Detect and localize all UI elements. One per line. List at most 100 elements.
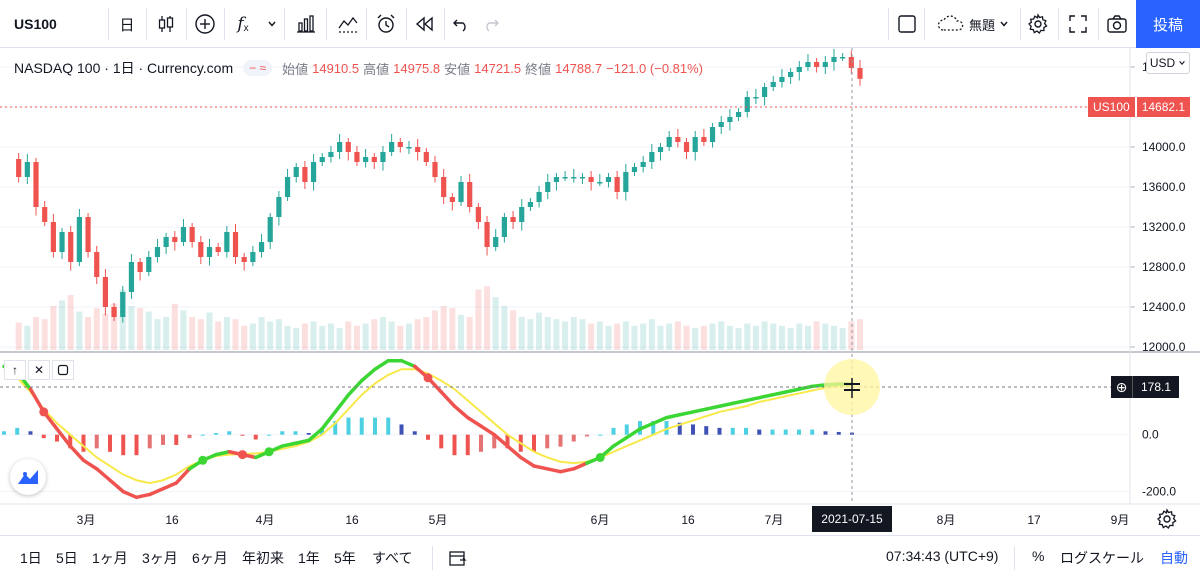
alert-button[interactable] (366, 6, 406, 42)
price-axis[interactable]: 14800.014400.014000.013600.013200.012800… (1130, 60, 1186, 499)
range-1y[interactable]: 1年 (298, 550, 320, 566)
market-status-pill[interactable]: − ≈ (243, 60, 273, 76)
chart-settings-gear-icon[interactable] (1156, 508, 1178, 530)
volume-bar (76, 311, 83, 350)
macd-histogram-bar (28, 431, 33, 435)
crossover-dot (198, 455, 208, 465)
candle-body (68, 232, 74, 262)
time-tick-label: 16 (345, 513, 359, 527)
macd-histogram-bar (399, 424, 404, 435)
macd-line-segment (134, 492, 152, 500)
range-5y[interactable]: 5年 (334, 550, 356, 566)
templates-button[interactable] (328, 6, 368, 42)
undo-button[interactable] (446, 6, 476, 42)
status-dash-icon: − (249, 61, 257, 75)
indicators-dropdown-chevron[interactable] (262, 6, 282, 42)
price-tag-symbol: US100 (1088, 97, 1135, 117)
macd-line-segment (784, 387, 801, 394)
volume-bar (353, 325, 360, 350)
volume-bar (570, 317, 577, 350)
candle-body (571, 177, 577, 179)
macd-line-segment (532, 464, 549, 471)
replay-button[interactable] (406, 6, 444, 42)
undo-icon (453, 19, 466, 32)
layout-menu[interactable]: 無題 (928, 6, 1018, 42)
range-1m[interactable]: 1ヶ月 (92, 550, 128, 566)
volume-bar (128, 306, 135, 350)
settings-button[interactable] (1020, 6, 1056, 42)
clock-time[interactable]: 07:34:43 (UTC+9) (886, 548, 999, 564)
candle-body (59, 232, 65, 252)
interval-button[interactable]: 日 (119, 16, 135, 34)
move-pane-up-button[interactable]: ↑ (4, 360, 26, 380)
symbol-title[interactable]: NASDAQ 100 · 1日 · Currency.com (14, 60, 234, 76)
candle-body (779, 77, 785, 82)
change-value: −121.0 (−0.81%) (606, 60, 704, 76)
range-all[interactable]: すべて (372, 550, 413, 566)
time-axis[interactable]: 3月 16 4月 16 5月 6月 16 7月 8月 17 9月 (77, 513, 1130, 527)
currency-selector[interactable]: USD (1146, 52, 1190, 74)
candle-body (657, 147, 664, 152)
range-6m[interactable]: 6ヶ月 (192, 550, 228, 566)
symbol-search[interactable]: US100 (14, 16, 57, 32)
range-3m[interactable]: 3ヶ月 (142, 550, 178, 566)
percent-toggle[interactable]: % (1032, 548, 1045, 564)
volume-bar (857, 319, 863, 350)
macd-histogram-bar (373, 417, 377, 435)
add-alert-plus-icon[interactable]: ⊕ (1111, 376, 1133, 398)
candle-body (432, 162, 438, 177)
pane-controls: ↑ ✕ (4, 360, 74, 380)
macd-histogram-bar (412, 431, 417, 435)
financials-button[interactable] (286, 6, 326, 42)
volume-bar (102, 313, 109, 350)
maximize-pane-button[interactable] (52, 360, 74, 380)
macd-line-segment (492, 432, 510, 448)
bottom-toolbar: 1日 5日 1ヶ月 3ヶ月 6ヶ月 年初来 1年 5年 すべて 07:34:43… (0, 535, 1200, 580)
toolbar-divider (146, 8, 147, 40)
auto-scale-toggle[interactable]: 自動 (1160, 550, 1188, 566)
tradingview-logo-button[interactable] (10, 459, 46, 495)
candle-body (631, 167, 638, 172)
candle-style-button[interactable] (146, 6, 186, 42)
volume-bar (709, 323, 716, 350)
volume-bar (536, 312, 543, 350)
price-tick-label: 12000.0 (1142, 340, 1186, 354)
range-ytd[interactable]: 年初来 (242, 550, 284, 566)
macd-histogram-bar (68, 434, 73, 449)
candle-body (467, 182, 473, 207)
range-5d[interactable]: 5日 (56, 550, 78, 566)
fullscreen-button[interactable] (1060, 6, 1096, 42)
macd-line-segment (108, 478, 125, 494)
compare-button[interactable] (186, 6, 224, 42)
volume-bar (249, 323, 256, 350)
macd-line-segment (505, 444, 523, 460)
candle-body (475, 207, 481, 222)
volume-bar (440, 306, 447, 350)
publish-button[interactable]: 投稿 (1136, 0, 1200, 48)
log-scale-toggle[interactable]: ログスケール (1060, 550, 1144, 566)
time-tick-label: 9月 (1111, 513, 1130, 527)
volume-bar (215, 321, 222, 350)
redo-button[interactable] (476, 6, 506, 42)
macd-histogram-bar (15, 427, 20, 435)
candle-body (510, 217, 516, 222)
candle-body (805, 62, 811, 67)
snapshot-button[interactable] (1100, 6, 1134, 42)
candle-body (354, 152, 360, 162)
close-pane-button[interactable]: ✕ (28, 360, 50, 380)
volume-bar (848, 321, 855, 350)
fullscreen-layout-button[interactable] (890, 6, 924, 42)
range-1d[interactable]: 1日 (20, 550, 42, 566)
candle-body (111, 307, 117, 317)
crossover-dot (238, 450, 247, 460)
macd-histogram-bar (783, 429, 788, 435)
candle-body (840, 57, 846, 59)
goto-date-icon[interactable] (448, 548, 468, 568)
volume-bar (718, 321, 725, 350)
macd-line-segment (638, 421, 655, 431)
macd-histogram-bar (346, 417, 351, 435)
volume-bar (544, 317, 551, 350)
chart-canvas[interactable]: 14800.014400.014000.013600.013200.012800… (0, 48, 1200, 534)
toolbar-divider (444, 8, 445, 40)
